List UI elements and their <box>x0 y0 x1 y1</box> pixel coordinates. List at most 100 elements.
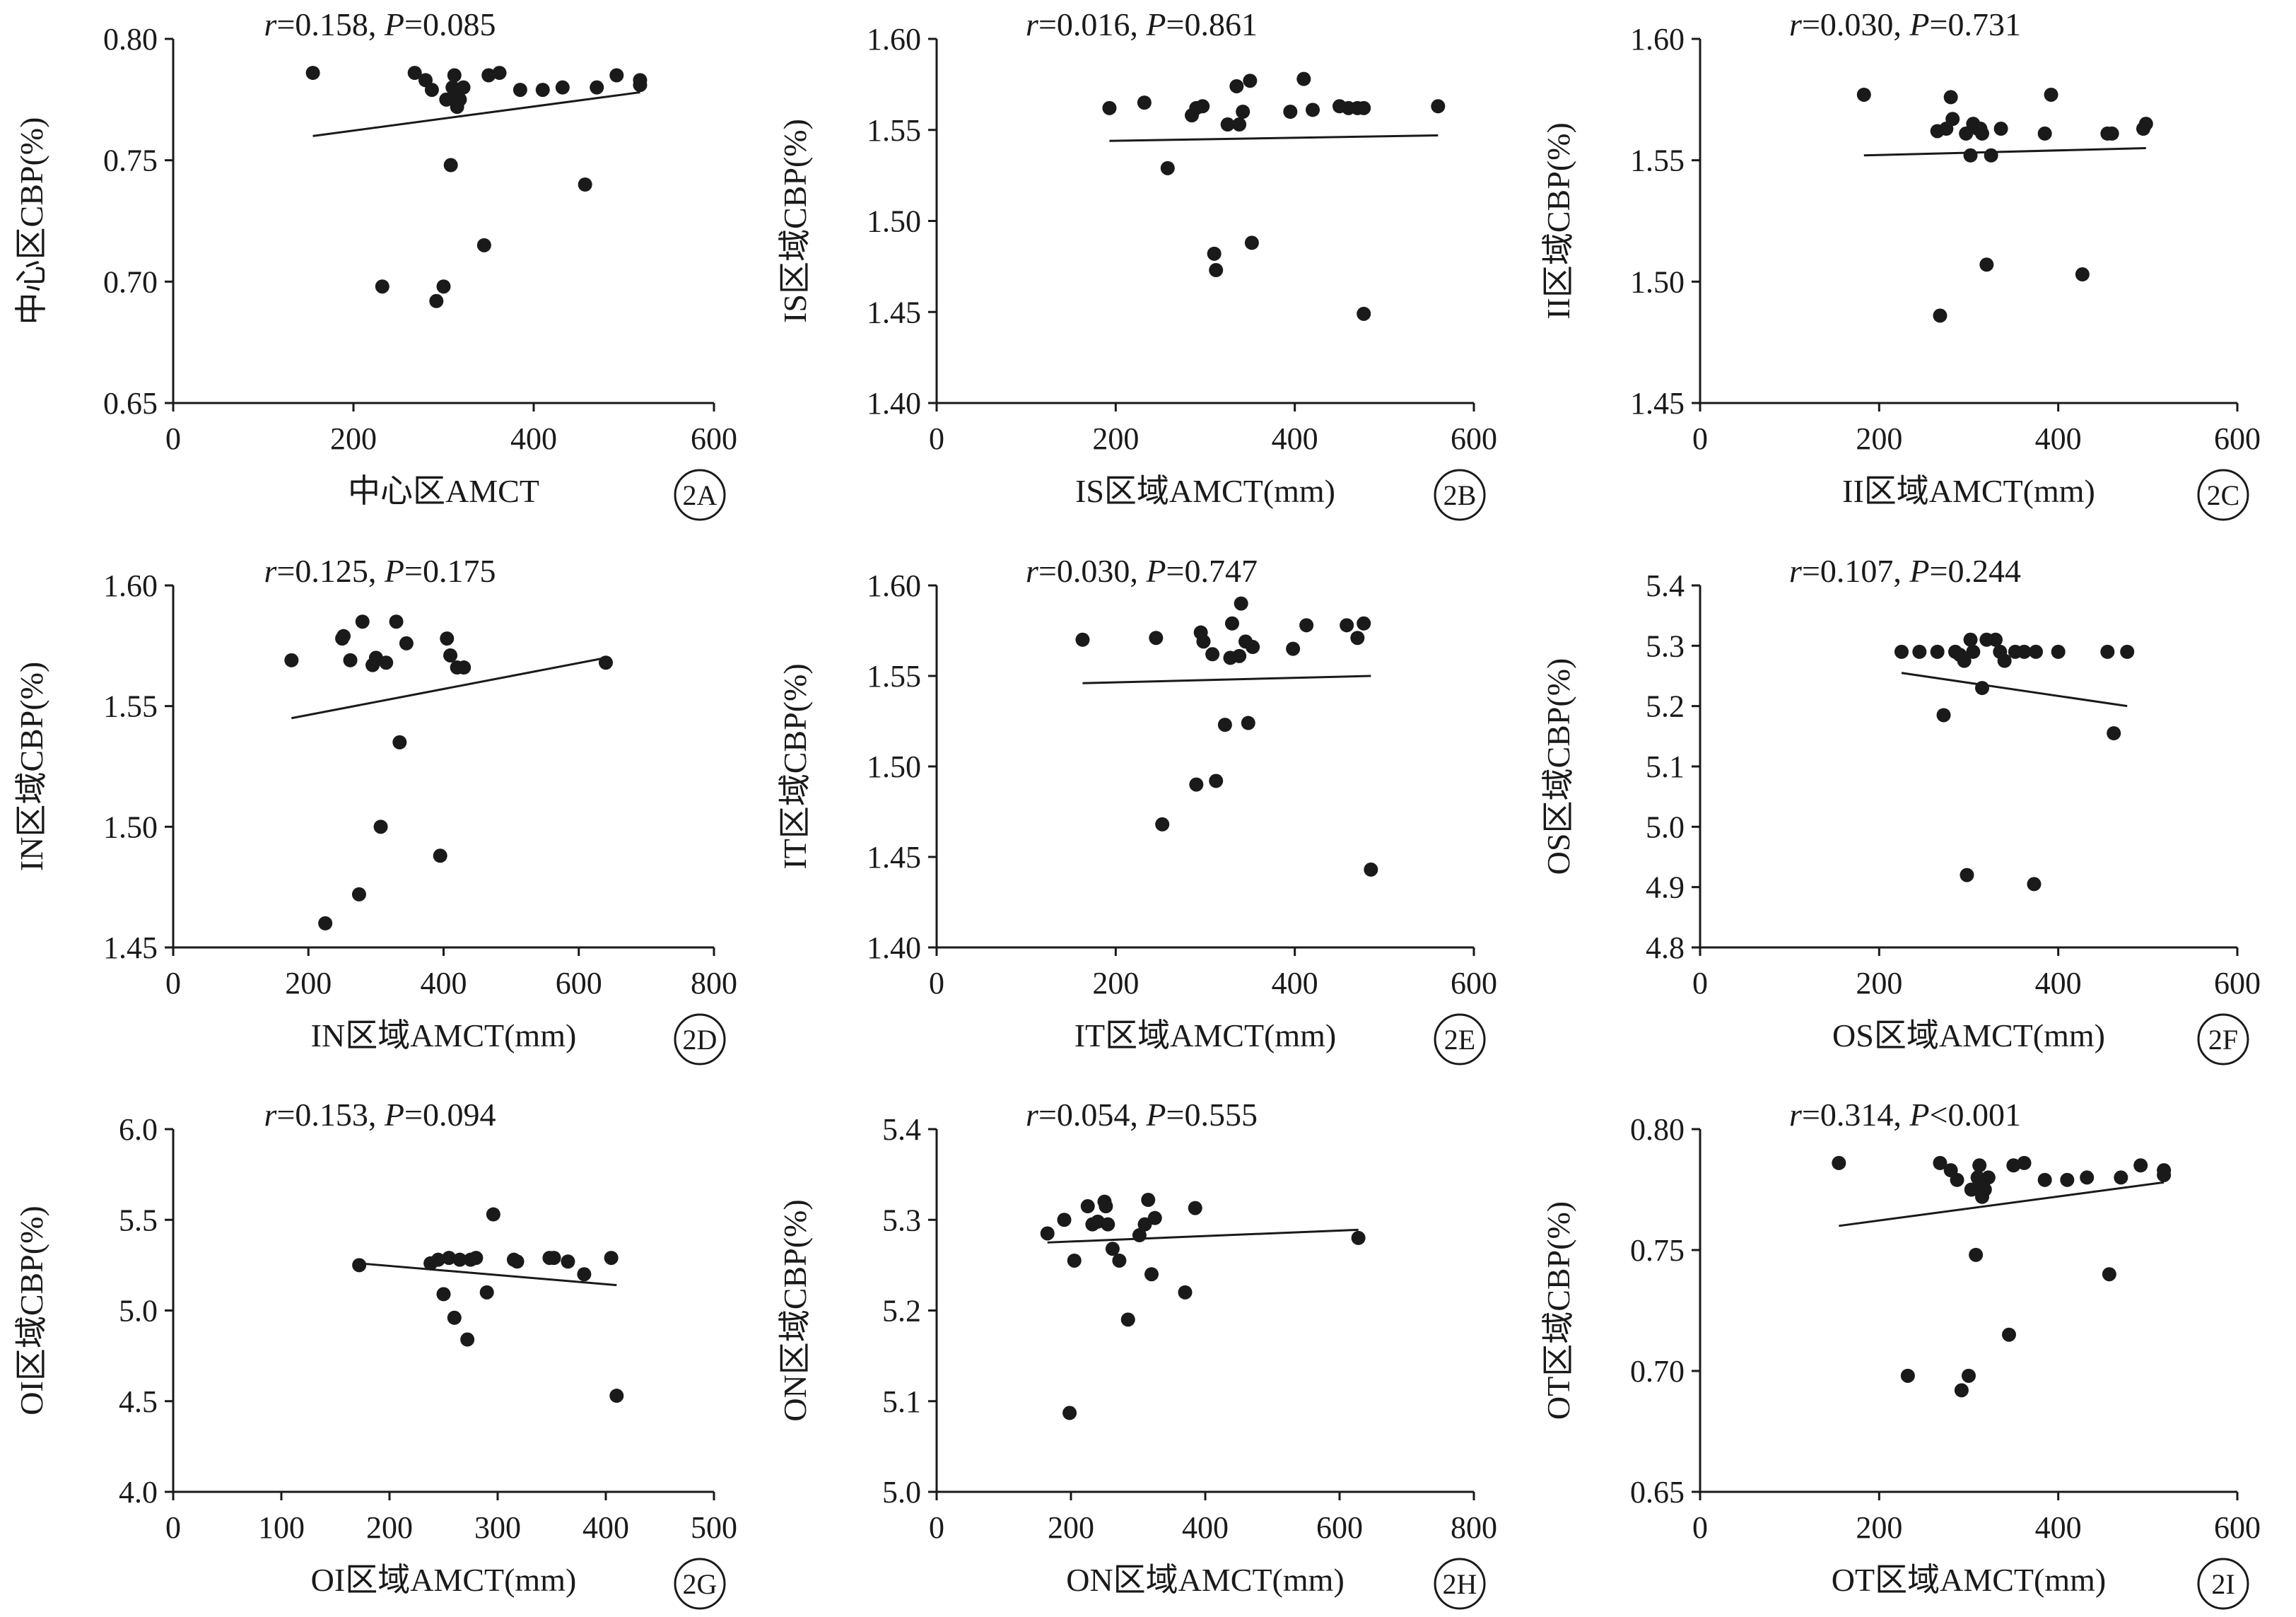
data-point <box>2037 1172 2052 1187</box>
data-point <box>352 1258 367 1273</box>
chart-panel-2H: 5.0 5.1 5.2 5.3 5.4 0 200 400 600 800 r=0.054, P=0… <box>777 1097 1497 1610</box>
data-point <box>2017 1155 2032 1170</box>
data-point <box>492 66 507 81</box>
data-point <box>1894 644 1909 659</box>
y-tick-label: 5.5 <box>119 1203 158 1237</box>
data-point <box>2006 1158 2021 1173</box>
x-axis-label: IS区域AMCT(mm) <box>1075 473 1335 509</box>
data-point <box>2100 644 2115 659</box>
data-point <box>2051 644 2066 659</box>
y-axis-label: IT区域CBP(%) <box>777 663 813 869</box>
data-point <box>436 279 451 294</box>
data-point <box>1933 308 1948 323</box>
y-tick-label: 1.45 <box>103 930 158 965</box>
data-point <box>2102 1267 2116 1282</box>
data-point <box>355 614 370 629</box>
data-point <box>430 1252 445 1267</box>
x-tick-label: 0 <box>929 421 944 456</box>
y-tick-label: 5.1 <box>1646 749 1685 784</box>
panel-tag-circle <box>1434 1013 1486 1066</box>
panel-tag-circle <box>674 469 726 521</box>
data-point <box>1943 90 1958 105</box>
data-point <box>1975 126 1989 141</box>
data-point <box>1243 74 1258 88</box>
data-point <box>481 68 496 83</box>
data-point <box>1900 1368 1915 1383</box>
data-point <box>1132 1228 1147 1243</box>
stat-annotation: r=0.158, P=0.085 <box>264 6 496 42</box>
data-point <box>590 80 604 95</box>
data-point <box>1075 632 1090 647</box>
data-point <box>1209 263 1224 278</box>
data-point <box>577 1267 592 1282</box>
data-point <box>1137 95 1152 110</box>
data-point <box>1205 647 1220 662</box>
x-tick-label: 0 <box>1692 1510 1708 1545</box>
data-point <box>1984 148 1998 163</box>
data-point <box>609 1389 624 1403</box>
data-point <box>1160 160 1175 175</box>
data-point <box>1966 644 1981 659</box>
chart-panel-2G: 4.0 4.5 5.0 5.5 6.0 0 100 200 300 400 500 r=0.153, … <box>13 1097 737 1610</box>
data-point <box>469 1251 484 1266</box>
y-tick-label: 5.4 <box>1646 568 1685 603</box>
x-tick-label: 0 <box>165 1510 181 1545</box>
data-point <box>1232 648 1247 663</box>
x-tick-label: 600 <box>556 966 602 1000</box>
data-point <box>1155 817 1170 831</box>
data-point <box>1080 1199 1095 1214</box>
x-tick-label: 400 <box>2035 966 2082 1000</box>
y-tick-label: 5.1 <box>882 1384 921 1419</box>
data-point <box>1062 1406 1077 1420</box>
data-point <box>460 1332 475 1347</box>
y-tick-label: 1.45 <box>1630 386 1685 421</box>
x-tick-label: 400 <box>2035 421 2082 456</box>
data-point <box>436 1287 451 1302</box>
x-axis-label: 中心区AMCT <box>348 473 539 509</box>
y-tick-label: 5.0 <box>882 1475 921 1510</box>
chart-panel-2F: 4.8 4.9 5.0 5.1 5.2 5.3 5.4 0 200 400 600 r=0.107, … <box>1540 553 2261 1066</box>
data-point <box>2029 644 2043 659</box>
y-tick-label: 1.45 <box>867 840 921 875</box>
data-point <box>1945 112 1960 127</box>
y-axis-label: ON区域CBP(%) <box>777 1199 813 1421</box>
data-point <box>1933 1155 1948 1170</box>
x-tick-label: 200 <box>1856 1510 1902 1545</box>
data-point <box>305 66 320 81</box>
data-point <box>1954 1383 1969 1398</box>
x-axis-label: OS区域AMCT(mm) <box>1832 1017 2105 1053</box>
data-point <box>2114 1170 2128 1185</box>
panel-tag-circle <box>674 1558 726 1610</box>
y-tick-label: 1.60 <box>1630 22 1685 57</box>
data-point <box>510 1254 525 1269</box>
data-point <box>443 648 458 662</box>
x-tick-label: 0 <box>1692 966 1708 1000</box>
data-point <box>2002 1327 2016 1342</box>
y-tick-label: 1.60 <box>867 568 921 603</box>
data-point <box>407 66 422 81</box>
data-point <box>1351 1230 1366 1245</box>
data-point <box>1099 1199 1113 1214</box>
x-axis-label: ON区域AMCT(mm) <box>1066 1562 1345 1598</box>
y-tick-label: 1.55 <box>103 689 158 724</box>
data-point <box>1112 1253 1127 1268</box>
y-tick-label: 1.50 <box>867 204 921 239</box>
panel-tag-circle <box>1434 1558 1486 1610</box>
stat-annotation: r=0.016, P=0.861 <box>1026 6 1258 42</box>
data-point <box>1962 1368 1976 1383</box>
y-tick-label: 0.80 <box>1630 1112 1685 1147</box>
data-point <box>456 80 471 95</box>
data-point <box>440 631 455 646</box>
stat-annotation: r=0.107, P=0.244 <box>1789 553 2021 589</box>
y-tick-label: 1.50 <box>103 810 158 844</box>
data-point <box>1969 1247 1984 1262</box>
data-point <box>1357 616 1371 631</box>
data-point <box>578 177 592 192</box>
x-tick-label: 400 <box>582 1510 629 1545</box>
data-point <box>2017 644 2032 659</box>
panel-tag: 2B <box>1443 479 1477 511</box>
chart-panel-2C: 1.45 1.50 1.55 1.60 0 200 400 600 r=0.030, P=0.7… <box>1540 6 2261 521</box>
data-point <box>1296 71 1311 86</box>
data-point <box>2044 87 2058 102</box>
data-point <box>2027 877 2042 892</box>
